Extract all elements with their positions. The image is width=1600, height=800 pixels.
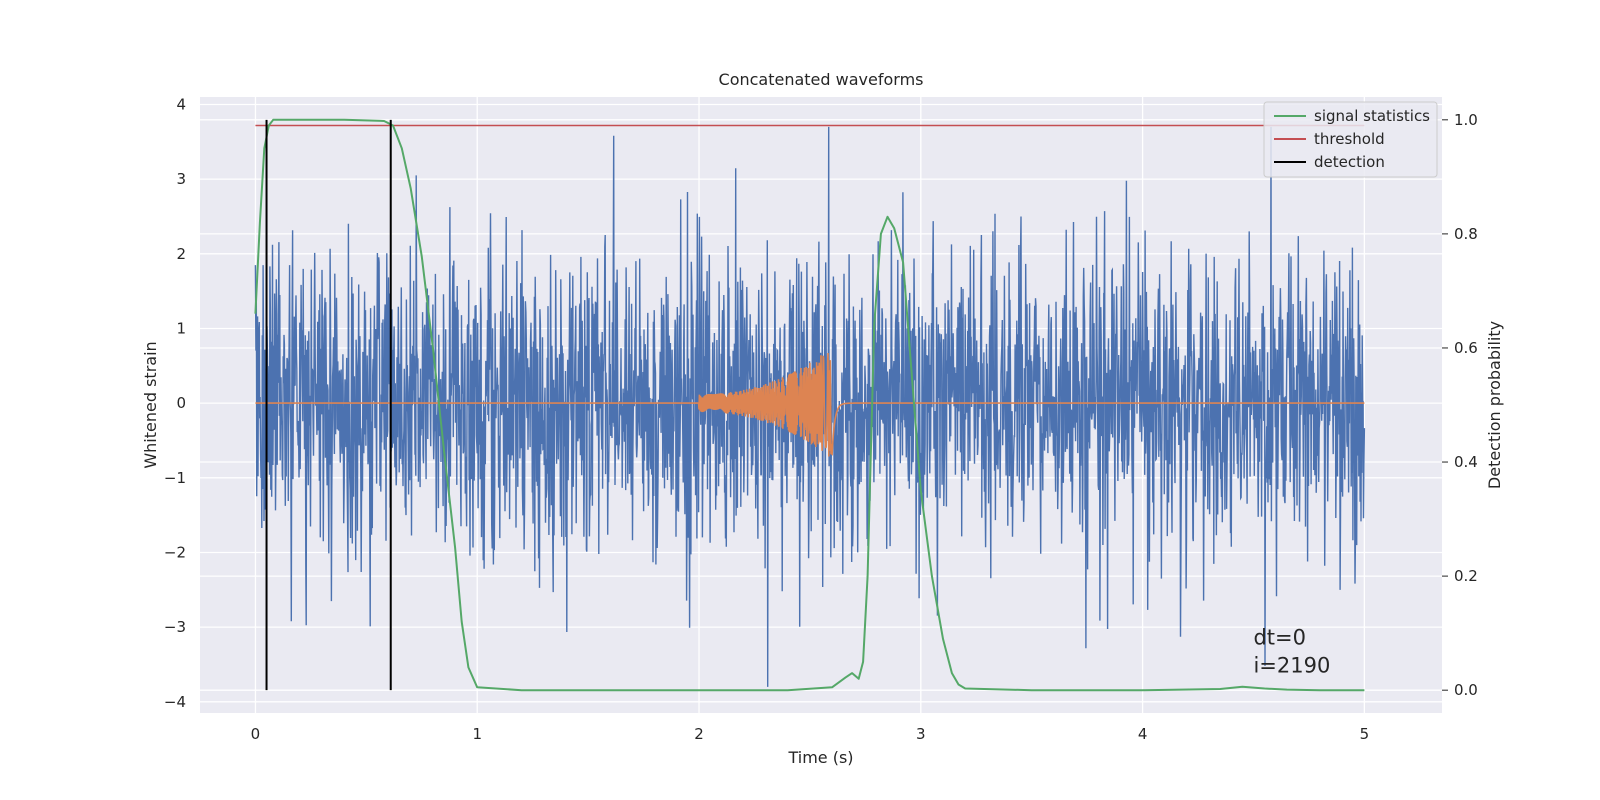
signal-statistics-line — [254, 118, 1365, 692]
chirp-series — [255, 352, 1365, 457]
x-tick-label: 2 — [694, 725, 704, 743]
chart-title: Concatenated waveforms — [719, 70, 924, 89]
y-tick-label: 2 — [176, 245, 186, 263]
y-tick-label: −3 — [164, 618, 186, 636]
legend-box — [1263, 101, 1438, 178]
x-tick-label: 4 — [1138, 725, 1148, 743]
legend-label-detection: detection — [1314, 153, 1385, 171]
y-tick-label: 3 — [176, 170, 186, 188]
legend-label-signal-statistics: signal statistics — [1314, 107, 1430, 125]
y-tick-label: −2 — [164, 543, 186, 561]
y-tick-label: 1 — [176, 319, 186, 337]
y-right-tick-label: 0.8 — [1454, 225, 1478, 243]
x-tick-label: 3 — [916, 725, 926, 743]
x-tick-label: 1 — [472, 725, 482, 743]
x-tick-label: 5 — [1360, 725, 1370, 743]
y-right-tick-label: 0.6 — [1454, 339, 1478, 357]
y-right-tick-label: 1.0 — [1454, 111, 1478, 129]
y-right-tick-label: 0.0 — [1454, 681, 1478, 699]
legend: signal statistics threshold detection — [1263, 101, 1438, 178]
x-tick-label: 0 — [251, 725, 261, 743]
y-tick-label: 4 — [176, 95, 186, 113]
x-axis-label: Time (s) — [787, 748, 853, 767]
annotation-dt: dt=0 — [1253, 626, 1306, 650]
y-axis-label: Whitened strain — [141, 341, 160, 468]
y-right-tick-label: 0.4 — [1454, 453, 1478, 471]
series-layer — [254, 118, 1366, 692]
y-axis-right-label: Detection probability — [1485, 321, 1504, 489]
y-tick-label: −1 — [164, 469, 186, 487]
legend-label-threshold: threshold — [1314, 130, 1385, 148]
detection-lines — [265, 119, 392, 691]
y-tick-label: −4 — [164, 693, 186, 711]
y-tick-label: 0 — [176, 394, 186, 412]
y-right-tick-label: 0.2 — [1454, 567, 1478, 585]
axis-ticks: 0 1 2 3 4 5 −4 −3 −2 −1 0 1 2 3 4 0.0 0.2 0.4 0.6 0.8 1.0 — [164, 95, 1478, 743]
annotation-index: i=2190 — [1253, 654, 1330, 678]
